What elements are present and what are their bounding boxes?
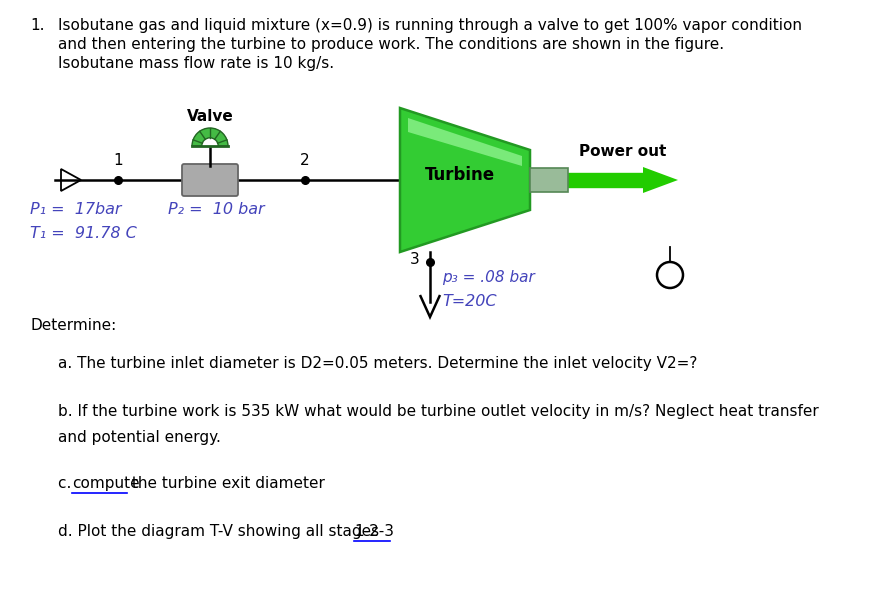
Text: P₁ =  17bar: P₁ = 17bar	[30, 202, 122, 217]
Text: Isobutane gas and liquid mixture (x=0.9) is running through a valve to get 100% : Isobutane gas and liquid mixture (x=0.9)…	[58, 18, 802, 33]
Text: T=20C: T=20C	[442, 294, 496, 309]
Text: the turbine exit diameter: the turbine exit diameter	[127, 476, 324, 491]
Text: 1.: 1.	[30, 18, 45, 33]
Text: a. The turbine inlet diameter is D2=0.05 meters. Determine the inlet velocity V2: a. The turbine inlet diameter is D2=0.05…	[58, 356, 697, 371]
Text: 1: 1	[113, 153, 123, 168]
Text: d. Plot the diagram T-V showing all stages: d. Plot the diagram T-V showing all stag…	[58, 524, 384, 539]
Polygon shape	[643, 167, 678, 193]
Text: and potential energy.: and potential energy.	[58, 430, 221, 445]
Text: Power out: Power out	[580, 144, 667, 159]
Text: b. If the turbine work is 535 kW what would be turbine outlet velocity in m/s? N: b. If the turbine work is 535 kW what wo…	[58, 404, 819, 419]
Text: Isobutane mass flow rate is 10 kg/s.: Isobutane mass flow rate is 10 kg/s.	[58, 56, 334, 71]
Polygon shape	[530, 168, 568, 192]
Text: P₂ =  10 bar: P₂ = 10 bar	[168, 202, 265, 217]
FancyBboxPatch shape	[182, 164, 238, 196]
Text: 3: 3	[410, 253, 420, 268]
Text: compute: compute	[72, 476, 139, 491]
Text: Valve: Valve	[187, 109, 233, 124]
Text: T₁ =  91.78 C: T₁ = 91.78 C	[30, 226, 137, 241]
Polygon shape	[400, 108, 530, 252]
Text: Determine:: Determine:	[30, 318, 117, 333]
Wedge shape	[192, 128, 228, 146]
Text: Turbine: Turbine	[425, 166, 495, 184]
Text: c.: c.	[58, 476, 76, 491]
Text: and then entering the turbine to produce work. The conditions are shown in the f: and then entering the turbine to produce…	[58, 37, 724, 52]
Polygon shape	[408, 118, 522, 166]
Text: 2: 2	[300, 153, 310, 168]
Text: p₃ = .08 bar: p₃ = .08 bar	[442, 270, 535, 285]
Text: 1-2-3: 1-2-3	[354, 524, 394, 539]
